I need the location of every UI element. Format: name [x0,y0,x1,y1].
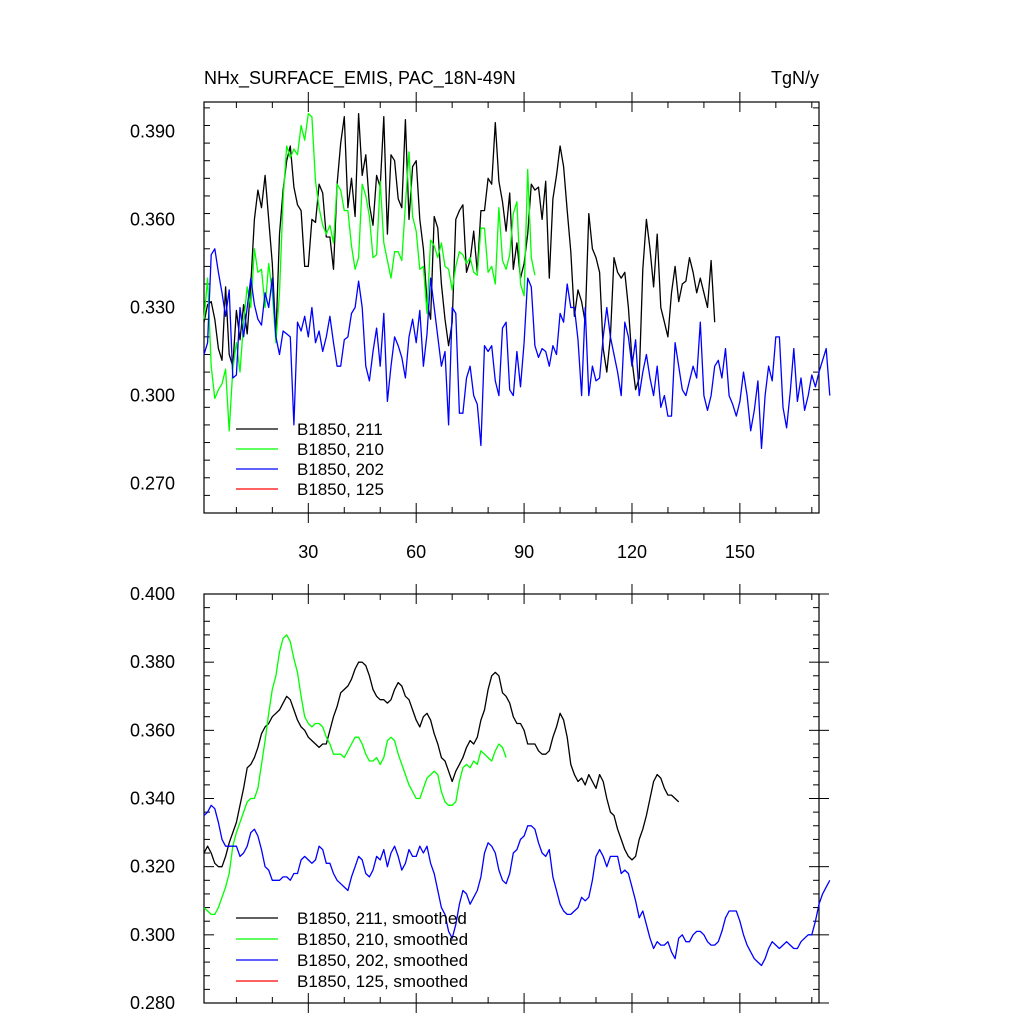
y-tick-label: 0.360 [130,209,175,229]
y-tick-label: 0.300 [130,925,175,945]
plot-frame [203,101,820,514]
legend: B1850, 211, smoothed B1850, 210, smoothed… [236,909,468,991]
legend-label: B1850, 211, smoothed [297,909,467,928]
y-tick-label: 0.330 [130,298,175,318]
series-line [203,113,536,432]
x-tick-label: 60 [406,542,426,562]
legend-label: B1850, 202 [297,460,384,479]
y-tick-label: 0.340 [130,789,175,809]
y-tick-label: 0.400 [130,584,175,604]
series-line [203,804,831,967]
y-tick-label: 0.280 [130,993,175,1013]
y-tick-label: 0.360 [130,720,175,740]
series-line [203,661,680,868]
y-tick-label: 0.320 [130,857,175,877]
y-tick-label: 0.380 [130,652,175,672]
series-line [203,113,716,391]
y-tick-label: 0.270 [130,474,175,494]
legend-label: B1850, 210, smoothed [297,930,468,949]
x-tick-label: 90 [514,542,534,562]
x-tick-label: 150 [725,542,755,562]
chart-title: NHx_SURFACE_EMIS, PAC_18N-49N [204,68,516,89]
y-tick-label: 0.390 [130,121,175,141]
series-line [203,248,831,450]
legend-label: B1850, 210 [297,440,384,459]
legend-label: B1850, 211 [297,420,383,439]
chart-panel-bottom: 0.280 0.300 0.320 0.340 0.360 0.380 0.400 B1850… [130,584,831,1013]
legend-label: B1850, 202, smoothed [297,951,468,970]
series-line [203,634,507,916]
legend-label: B1850, 125 [297,480,384,499]
axis-ticks [204,584,829,1013]
x-tick-label: 30 [298,542,318,562]
y-tick-label: 0.300 [130,386,175,406]
chart-units: TgN/y [771,68,819,88]
chart-panel-top: NHx_SURFACE_EMIS, PAC_18N-49N TgN/y 0.27… [130,68,831,562]
axis-ticks [204,92,819,523]
x-tick-label: 120 [617,542,647,562]
legend-label: B1850, 125, smoothed [297,972,468,991]
